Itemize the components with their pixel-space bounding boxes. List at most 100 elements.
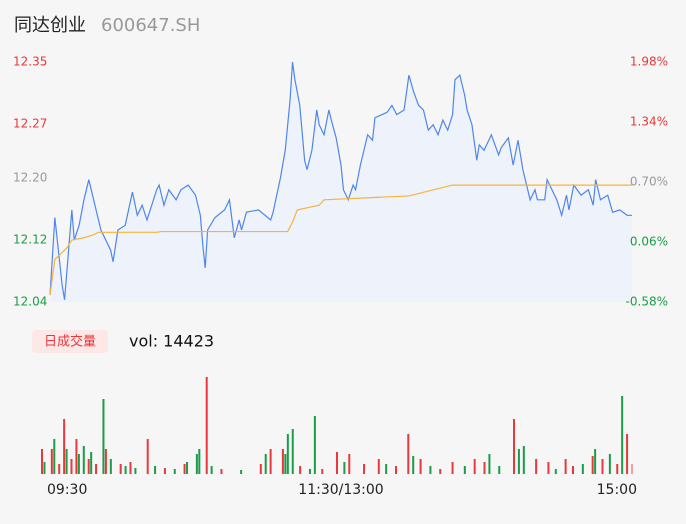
volume-bar	[198, 449, 201, 474]
volume-bar	[119, 464, 122, 474]
x-tick-label: 15:00	[597, 482, 637, 498]
volume-bar	[286, 434, 289, 474]
volume-bar	[377, 459, 380, 474]
volume-bar	[70, 459, 73, 474]
volume-bar	[591, 456, 594, 474]
volume-bar	[134, 468, 137, 474]
x-tick-label: 09:30	[47, 482, 87, 498]
volume-bar	[554, 469, 557, 474]
volume-bar	[395, 466, 397, 474]
y-tick-label: 12.04	[13, 295, 47, 309]
volume-bar	[41, 449, 43, 474]
y2-tick-label: 0.06%	[630, 235, 668, 249]
volume-bar	[572, 466, 574, 474]
volume-bar	[308, 469, 311, 474]
volume-bar	[65, 449, 68, 474]
volume-bar	[483, 462, 486, 474]
volume-bar	[594, 449, 597, 474]
volume-bar	[513, 419, 515, 474]
y-tick-label: 12.20	[13, 171, 47, 185]
volume-bar	[348, 454, 351, 474]
volume-bar	[284, 454, 287, 474]
volume-bar	[90, 452, 93, 474]
volume-bar	[146, 439, 149, 474]
x-tick-label: 11:30/13:00	[298, 482, 383, 498]
volume-bar	[385, 464, 388, 474]
volume-bar	[281, 449, 284, 474]
volume-bar	[104, 449, 107, 474]
volume-bar	[463, 466, 466, 474]
volume-bar	[173, 469, 176, 474]
volume-bar	[102, 399, 105, 474]
volume-bar	[50, 449, 53, 474]
volume-bar	[63, 419, 66, 474]
volume-bar	[163, 468, 166, 474]
volume-bar	[77, 454, 80, 474]
volume-bar	[608, 454, 611, 474]
volume-bar	[473, 459, 476, 474]
y2-tick-label: 1.98%	[630, 55, 668, 69]
volume-bar	[264, 454, 267, 474]
y2-tick-label: 0.70%	[630, 175, 668, 189]
volume-bar	[205, 377, 208, 474]
volume-bar	[616, 464, 619, 474]
volume-bar	[53, 439, 56, 474]
price-area	[50, 62, 632, 302]
volume-bar	[343, 462, 346, 474]
volume-bar	[439, 469, 442, 474]
volume-bar	[124, 466, 127, 474]
volume-bar	[488, 454, 491, 474]
stock-name: 同达创业	[14, 15, 86, 36]
volume-bar	[626, 434, 629, 474]
volume-bar	[195, 454, 198, 474]
volume-bar	[621, 396, 624, 474]
volume-bar	[522, 446, 525, 474]
volume-bar	[87, 459, 90, 474]
volume-bar	[210, 466, 213, 474]
volume-bar	[451, 462, 454, 474]
volume-bar	[412, 456, 415, 474]
volume-bar	[581, 464, 584, 474]
volume-bar	[313, 416, 316, 474]
volume-bar	[82, 446, 85, 474]
volume-value: vol: 14423	[129, 332, 214, 351]
volume-bar	[336, 452, 338, 474]
y2-tick-label: -0.58%	[626, 295, 668, 309]
y-tick-label: 12.27	[13, 116, 47, 130]
volume-bar	[183, 464, 186, 474]
volume-bar	[363, 464, 366, 474]
volume-bar	[407, 434, 410, 474]
volume-bar	[259, 464, 262, 474]
volume-bar	[95, 464, 98, 474]
volume-bar	[291, 429, 294, 474]
volume-bar	[240, 470, 243, 474]
volume-bar	[43, 462, 46, 474]
volume-bar	[154, 466, 157, 474]
volume-bar	[299, 466, 302, 474]
volume-bar	[109, 459, 112, 474]
price-line	[49, 61, 632, 300]
volume-title: 日成交量	[44, 334, 96, 350]
volume-bar	[58, 464, 61, 474]
volume-bar	[564, 459, 567, 474]
volume-bar	[186, 462, 189, 474]
volume-bar	[498, 466, 501, 474]
volume-bar	[429, 466, 432, 474]
volume-bar	[321, 469, 324, 474]
volume-bar	[535, 459, 538, 474]
volume-bar	[220, 469, 223, 474]
volume-bar	[517, 449, 520, 474]
volume-bar	[75, 439, 78, 474]
y-tick-label: 12.35	[13, 55, 47, 69]
stock-code: 600647.SH	[101, 15, 200, 36]
volume-bar	[631, 464, 633, 474]
volume-label-box	[32, 330, 108, 353]
volume-bar	[269, 449, 272, 474]
volume-bar	[547, 462, 550, 474]
y-tick-label: 12.12	[13, 233, 47, 247]
average-line	[49, 184, 632, 296]
y2-tick-label: 1.34%	[630, 115, 668, 129]
volume-bar	[129, 462, 132, 474]
volume-bar	[419, 459, 422, 474]
